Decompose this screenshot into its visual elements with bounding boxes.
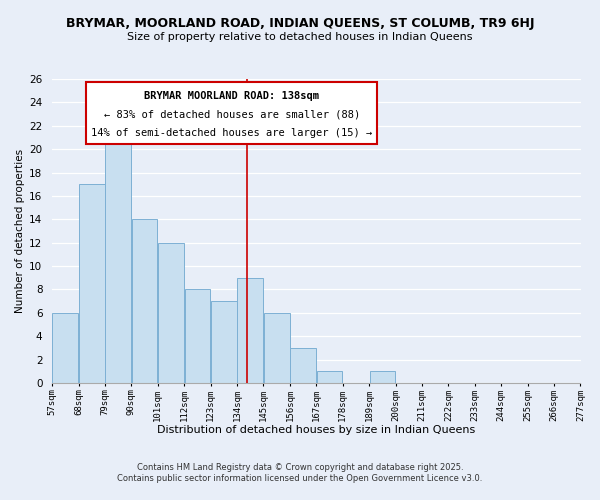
Text: BRYMAR, MOORLAND ROAD, INDIAN QUEENS, ST COLUMB, TR9 6HJ: BRYMAR, MOORLAND ROAD, INDIAN QUEENS, ST… [66, 18, 534, 30]
Text: ← 83% of detached houses are smaller (88): ← 83% of detached houses are smaller (88… [104, 110, 360, 120]
Bar [79, 184, 104, 383]
Bar [132, 220, 157, 383]
Text: BRYMAR MOORLAND ROAD: 138sqm: BRYMAR MOORLAND ROAD: 138sqm [144, 91, 319, 101]
Bar [370, 372, 395, 383]
Bar [158, 242, 184, 383]
Text: Contains public sector information licensed under the Open Government Licence v3: Contains public sector information licen… [118, 474, 482, 483]
FancyBboxPatch shape [86, 82, 377, 144]
Text: Contains HM Land Registry data © Crown copyright and database right 2025.: Contains HM Land Registry data © Crown c… [137, 462, 463, 471]
Bar [317, 372, 343, 383]
Bar [106, 126, 131, 383]
X-axis label: Distribution of detached houses by size in Indian Queens: Distribution of detached houses by size … [157, 425, 475, 435]
Bar [264, 313, 290, 383]
Bar [185, 290, 210, 383]
Y-axis label: Number of detached properties: Number of detached properties [15, 149, 25, 313]
Bar [211, 301, 237, 383]
Bar [52, 313, 78, 383]
Bar [290, 348, 316, 383]
Text: Size of property relative to detached houses in Indian Queens: Size of property relative to detached ho… [127, 32, 473, 42]
Text: 14% of semi-detached houses are larger (15) →: 14% of semi-detached houses are larger (… [91, 128, 373, 138]
Bar [238, 278, 263, 383]
